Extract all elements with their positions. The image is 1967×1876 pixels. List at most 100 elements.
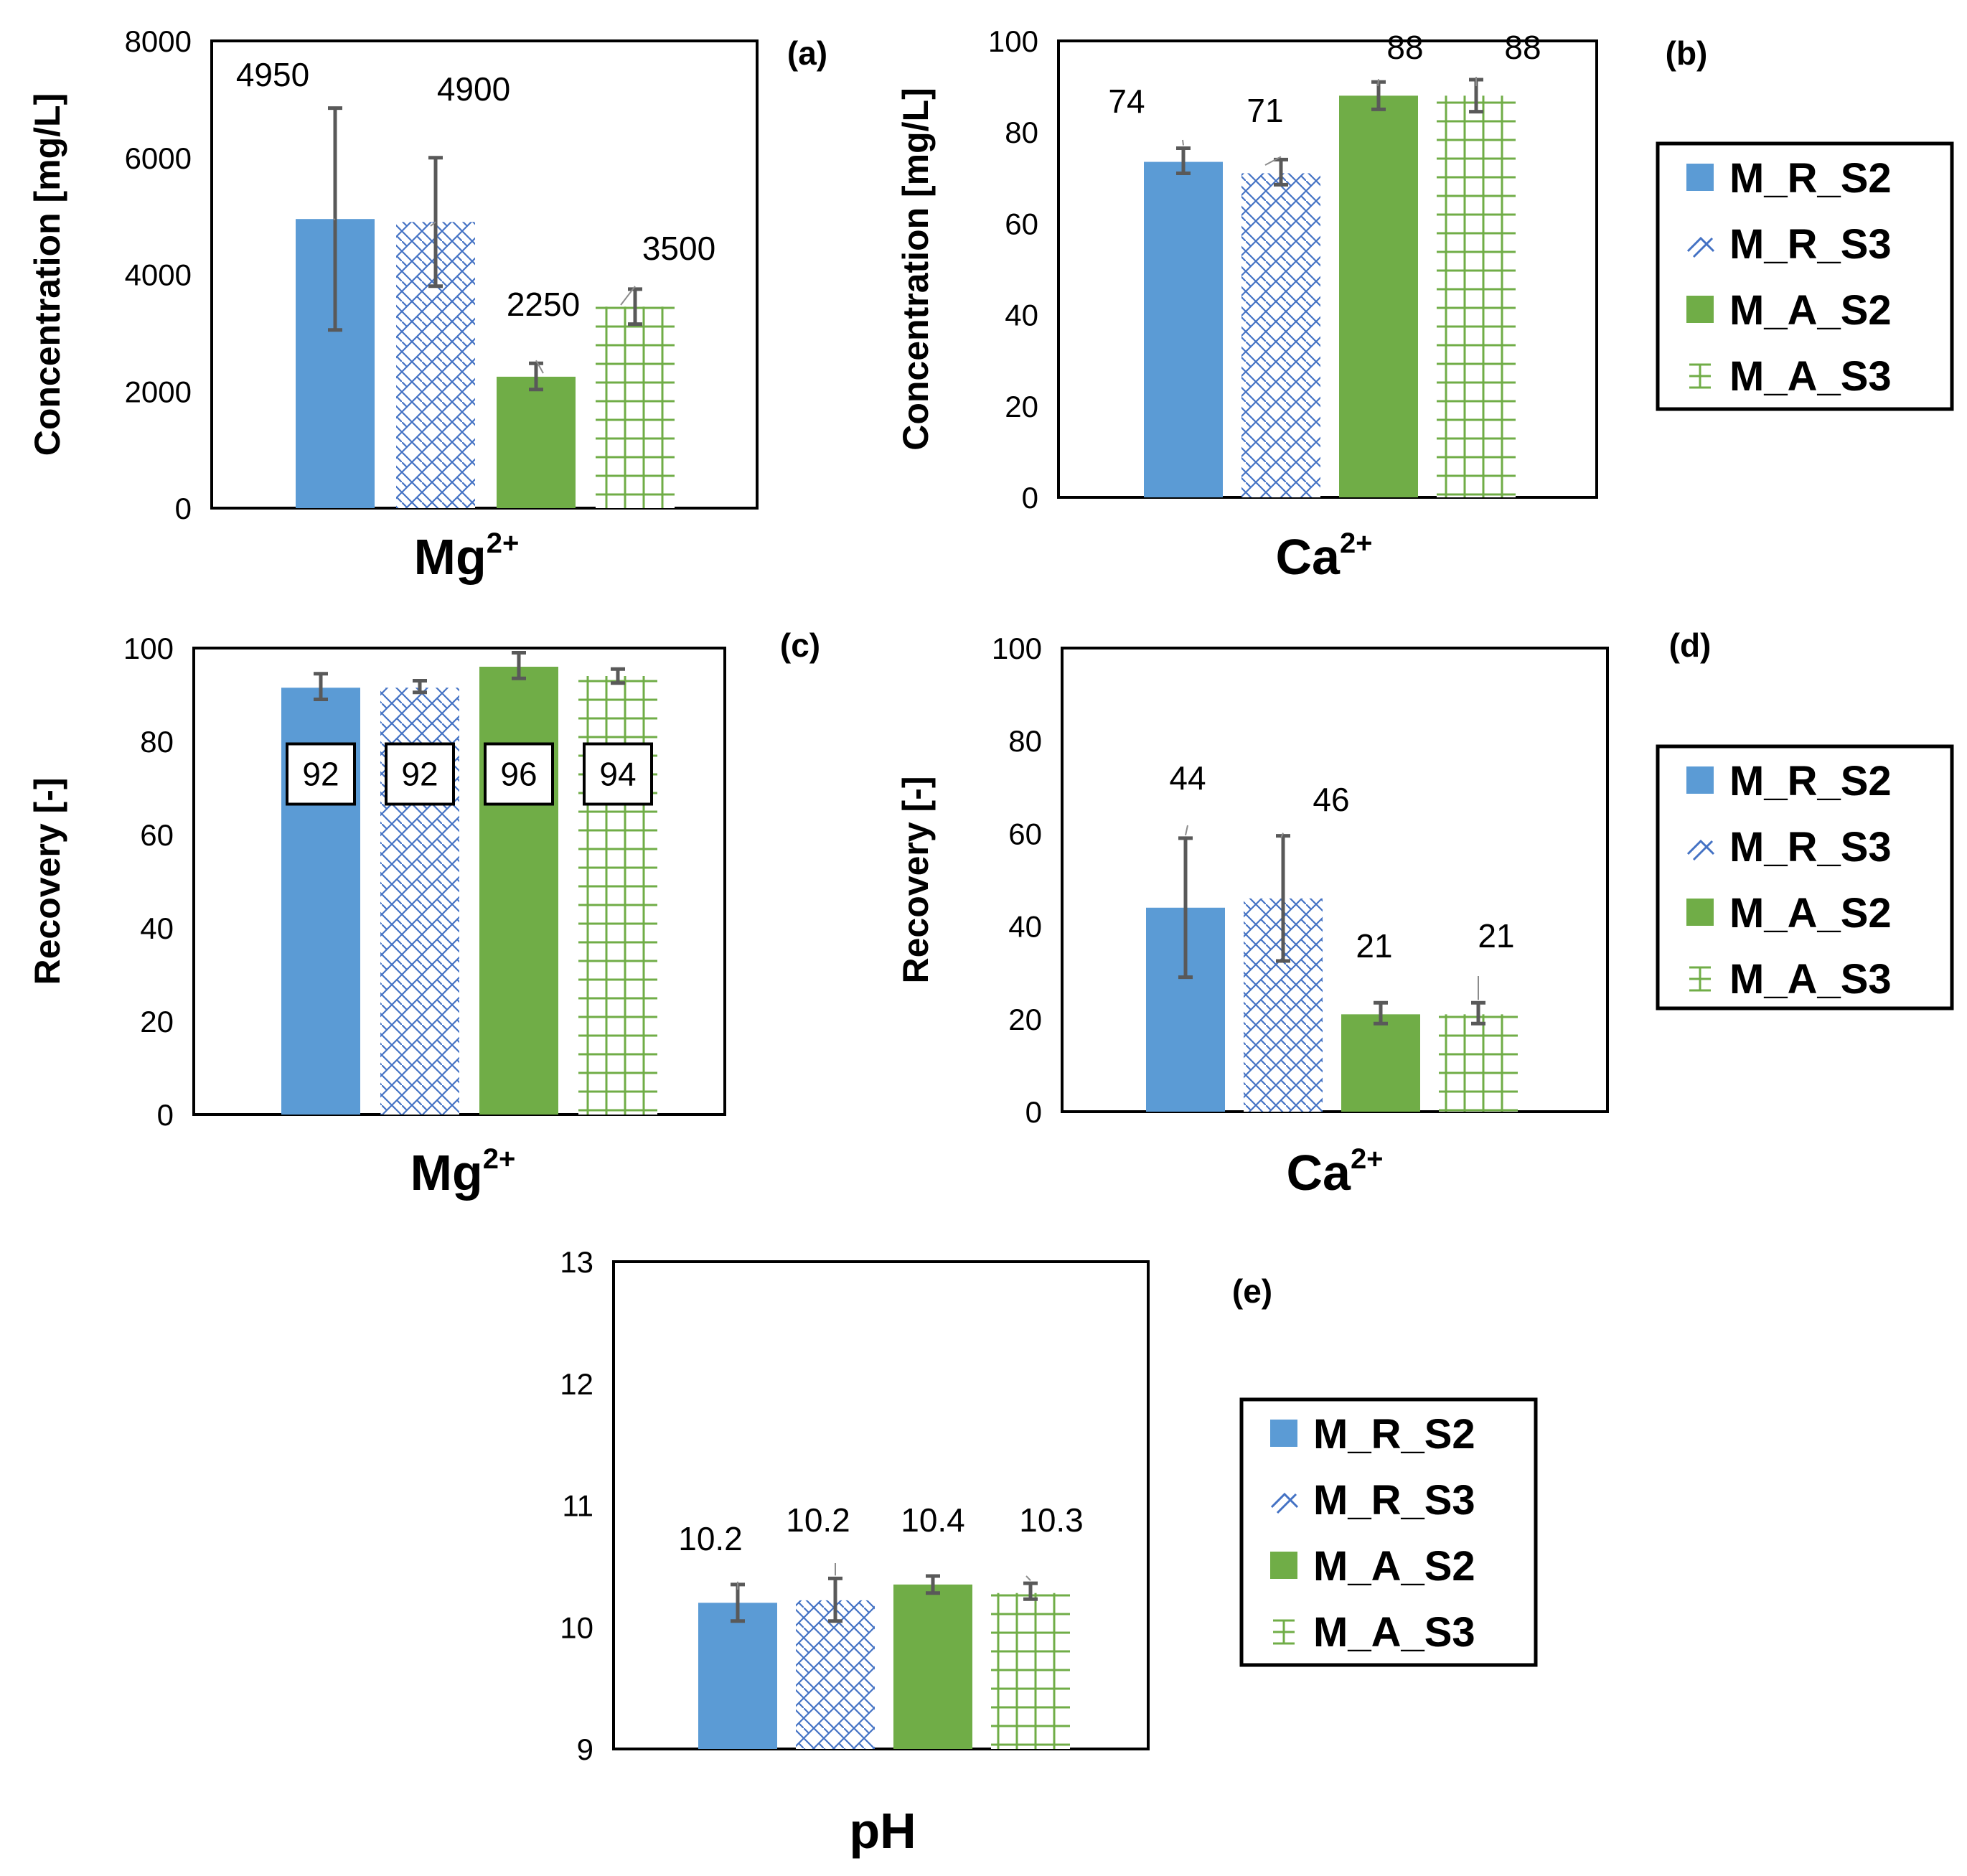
legend-swatch xyxy=(1273,1619,1295,1645)
y-tick-label: 100 xyxy=(988,24,1038,58)
y-tick-label: 40 xyxy=(1008,910,1042,944)
data-label: 10.2 xyxy=(786,1501,850,1539)
bar-m-a-s3 xyxy=(578,676,657,1115)
leader-line xyxy=(1377,79,1379,87)
error-bar xyxy=(314,672,328,701)
legend-label: M_R_S3 xyxy=(1729,824,1892,871)
legend: M_R_S2 M_R_S3 M_A_S2 M_A_S3 xyxy=(1656,744,1954,1010)
y-tick-label: 10 xyxy=(560,1610,593,1644)
y-axis-label: Concentration [mg/L] xyxy=(896,88,936,451)
bar-m-a-s3 xyxy=(991,1593,1070,1749)
data-label-box xyxy=(286,742,356,806)
y-tick-label: 9 xyxy=(577,1732,593,1766)
legend-swatch xyxy=(1270,1552,1297,1579)
error-bar xyxy=(926,1574,940,1595)
data-label: 71 xyxy=(1247,92,1283,129)
y-tick-label: 80 xyxy=(1008,724,1042,758)
y-tick-label: 60 xyxy=(140,818,174,852)
legend-label: M_A_S2 xyxy=(1729,890,1892,937)
legend-swatch xyxy=(1686,899,1714,926)
data-label: 3500 xyxy=(642,230,715,267)
legend-label: M_A_S2 xyxy=(1729,287,1892,334)
leader-line xyxy=(1025,1575,1031,1581)
chart-b: 0 20 40 60 80 100 Concentration [mg/L] Ca2+ (b) 7… xyxy=(896,24,1707,585)
x-axis-label: Mg2+ xyxy=(414,527,520,585)
legend-label: M_R_S3 xyxy=(1729,221,1892,268)
x-axis-label: Ca2+ xyxy=(1286,1143,1383,1201)
legend: M_R_S2 M_R_S3 M_A_S2 M_A_S3 xyxy=(1656,141,1954,411)
panel-label: (c) xyxy=(780,627,820,664)
error-bar xyxy=(1471,1000,1485,1026)
bar-m-a-s2 xyxy=(893,1584,972,1749)
error-bar xyxy=(611,667,625,685)
panel-label: (b) xyxy=(1666,34,1708,72)
y-axis-label: Recovery [-] xyxy=(27,778,67,985)
legend-item-m-r-s2: M_R_S2 xyxy=(1686,155,1892,202)
y-tick-label: 13 xyxy=(560,1245,593,1279)
data-label: 74 xyxy=(1108,83,1145,120)
y-tick-label: 6000 xyxy=(125,141,192,175)
error-bar xyxy=(1176,146,1191,175)
y-tick-label: 12 xyxy=(560,1367,593,1401)
legend-swatch xyxy=(1270,1420,1297,1447)
leader-line xyxy=(1280,833,1284,839)
y-tick-label: 0 xyxy=(1025,1095,1042,1129)
data-label-box xyxy=(484,742,554,806)
bar-m-r-s3 xyxy=(796,1600,875,1749)
chart-e: 9 10 11 12 13 pH (e) 10.2 10.2 10.4 10.3 xyxy=(560,1245,1272,1859)
error-bar xyxy=(1178,836,1193,980)
y-axis-label: Concentration [mg/L] xyxy=(27,93,67,456)
legend-label: M_A_S3 xyxy=(1729,353,1892,400)
data-label: 10.2 xyxy=(678,1520,743,1557)
panel-label: (d) xyxy=(1669,627,1712,664)
y-tick-label: 0 xyxy=(1022,481,1038,515)
y-tick-label: 100 xyxy=(123,632,174,665)
y-tick-label: 11 xyxy=(562,1489,593,1523)
data-label: 10.4 xyxy=(901,1501,965,1539)
x-axis-label: Ca2+ xyxy=(1275,527,1372,585)
y-tick-label: 60 xyxy=(1005,207,1038,240)
legend-label: M_R_S2 xyxy=(1313,1411,1475,1458)
legend-label: M_A_S3 xyxy=(1729,956,1892,1003)
bar-m-a-s2 xyxy=(497,376,576,508)
data-label: 94 xyxy=(599,756,636,793)
legend-item-m-a-s3: M_A_S3 xyxy=(1689,353,1892,400)
bar-m-a-s2 xyxy=(479,667,558,1115)
y-tick-label: 20 xyxy=(1008,1003,1042,1036)
y-tick-label: 40 xyxy=(140,911,174,945)
y-tick-label: 20 xyxy=(140,1005,174,1038)
legend-item-m-r-s3: M_R_S3 xyxy=(1270,1477,1475,1524)
legend-swatch xyxy=(1686,164,1714,191)
legend-item-m-a-s2: M_A_S2 xyxy=(1686,287,1892,334)
error-bar xyxy=(828,1576,842,1623)
data-label: 92 xyxy=(401,756,438,793)
data-label-box xyxy=(583,742,653,806)
data-label: 92 xyxy=(302,756,339,793)
panel-label: (a) xyxy=(787,34,827,72)
data-label: 4950 xyxy=(236,56,309,93)
legend-swatch xyxy=(1686,236,1715,258)
leader-line xyxy=(1264,156,1282,166)
error-bar xyxy=(1276,834,1290,963)
y-tick-label: 2000 xyxy=(125,375,192,408)
data-label: 21 xyxy=(1356,927,1392,965)
legend-swatch xyxy=(1689,966,1711,992)
data-label: 10.3 xyxy=(1019,1501,1084,1539)
bar-m-a-s2 xyxy=(1339,95,1418,497)
y-tick-label: 20 xyxy=(1005,390,1038,423)
bar-m-a-s3 xyxy=(1439,1014,1518,1112)
error-bar xyxy=(529,361,543,392)
data-label: 88 xyxy=(1504,29,1541,66)
legend-item-m-r-s2: M_R_S2 xyxy=(1686,758,1892,805)
legend-swatch xyxy=(1686,766,1714,794)
error-bar xyxy=(413,679,427,695)
bar-m-r-s2 xyxy=(698,1603,777,1749)
plot-frame xyxy=(1061,647,1609,1113)
legend-swatch xyxy=(1689,363,1711,389)
leader-line xyxy=(620,286,636,306)
y-tick-label: 60 xyxy=(1008,817,1042,850)
legend-item-m-r-s2: M_R_S2 xyxy=(1270,1411,1475,1458)
y-tick-label: 80 xyxy=(140,725,174,759)
leader-line xyxy=(1185,825,1188,836)
bar-m-a-s3 xyxy=(1437,95,1516,497)
